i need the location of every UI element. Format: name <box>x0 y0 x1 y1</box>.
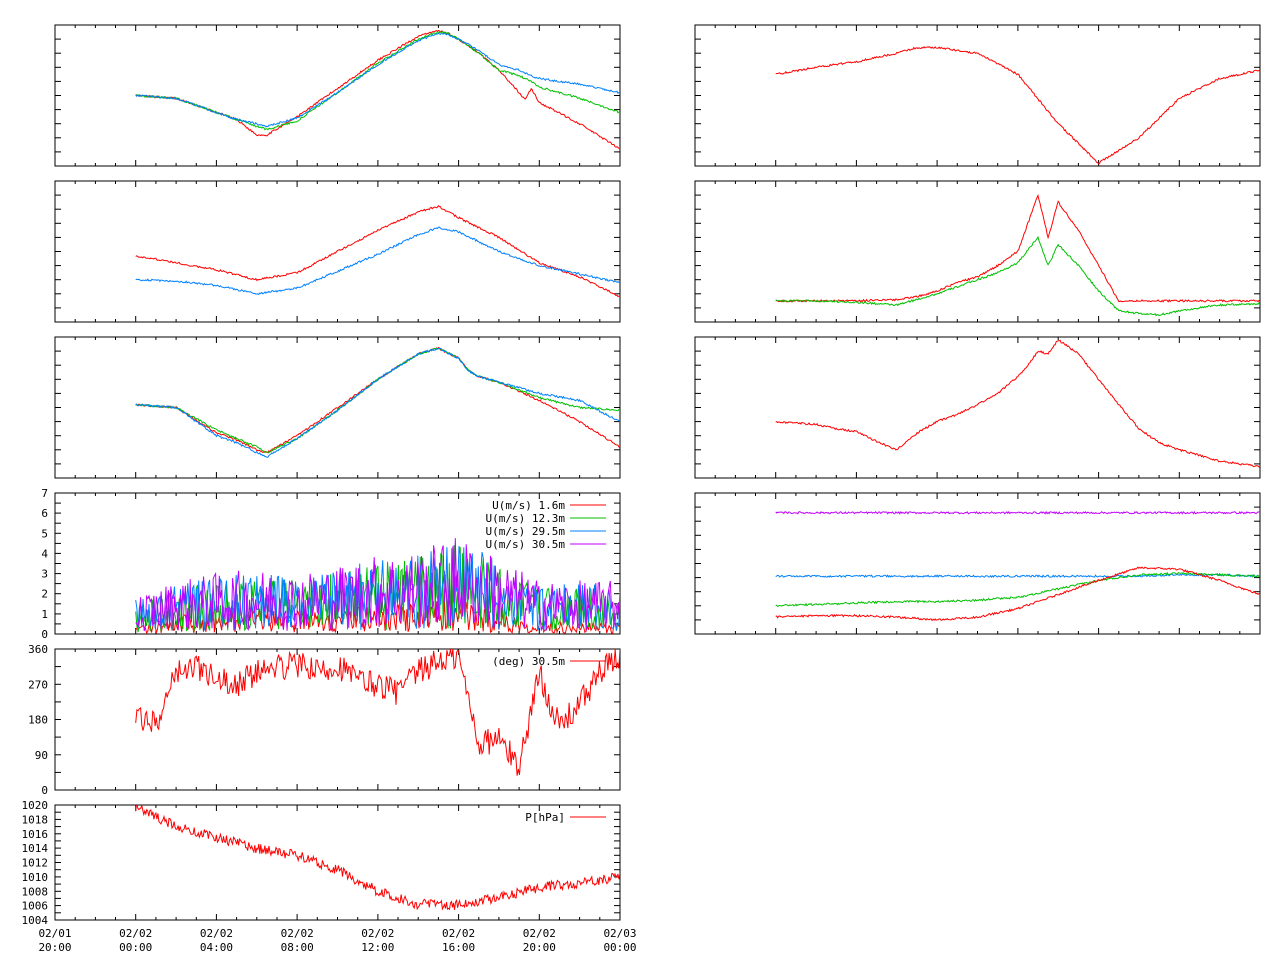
y-tick-label: 5 <box>41 527 48 540</box>
y-tick-label: 180 <box>28 714 48 727</box>
legend-label: U(m/s) 29.5m <box>486 525 566 538</box>
x-tick-label-date: 02/02 <box>281 927 314 940</box>
series-line-right-2-green <box>775 235 1260 317</box>
series-line-left-1-green <box>135 30 620 131</box>
series-line-right-2-red <box>775 193 1260 303</box>
series-line-left-6-red <box>135 805 620 911</box>
x-tick-label-date: 02/02 <box>200 927 233 940</box>
x-tick-label-time: 00:00 <box>603 941 636 954</box>
panel-frame-right-3 <box>694 336 1261 479</box>
series-line-right-4-green <box>775 571 1260 608</box>
x-tick-label-time: 16:00 <box>442 941 475 954</box>
y-tick-label: 270 <box>28 678 48 691</box>
series-line-left-1-blue <box>135 32 620 128</box>
panel-frame-left-3 <box>54 336 621 479</box>
x-tick-label-time: 20:00 <box>523 941 556 954</box>
series-line-left-2-red <box>135 204 620 298</box>
y-tick-label: 1020 <box>22 799 49 812</box>
panel-frame-left-2 <box>54 180 621 323</box>
legend-label: U(m/s) 30.5m <box>486 538 566 551</box>
x-tick-label-time: 12:00 <box>361 941 394 954</box>
y-tick-label: 4 <box>41 547 48 560</box>
y-tick-label: 1010 <box>22 871 49 884</box>
y-tick-label: 1018 <box>22 813 49 826</box>
x-tick-label-date: 02/01 <box>38 927 71 940</box>
y-tick-label: 1014 <box>22 842 49 855</box>
legend-label: U(m/s) 12.3m <box>486 512 566 525</box>
series-line-right-4-purple <box>775 510 1260 515</box>
panel-frame-right-4 <box>694 492 1261 635</box>
x-tick-label-time: 00:00 <box>119 941 152 954</box>
legend-label: (deg) 30.5m <box>492 655 565 668</box>
panel-frame-right-1 <box>694 24 1261 167</box>
legend-label: P[hPa] <box>525 811 565 824</box>
series-line-right-4-blue <box>775 572 1260 578</box>
y-tick-label: 1008 <box>22 885 49 898</box>
series-line-left-4-purple <box>135 538 620 632</box>
y-tick-label: 3 <box>41 568 48 581</box>
y-tick-label: 1016 <box>22 828 49 841</box>
legend-label: U(m/s) 1.6m <box>492 499 565 512</box>
x-tick-label-date: 02/02 <box>361 927 394 940</box>
series-line-left-3-blue <box>135 347 620 458</box>
series-line-right-1-red <box>775 46 1260 165</box>
y-tick-label: 6 <box>41 507 48 520</box>
y-tick-label: 1012 <box>22 857 49 870</box>
x-tick-label-time: 04:00 <box>200 941 233 954</box>
series-line-left-3-red <box>135 346 620 454</box>
y-tick-label: 1 <box>41 608 48 621</box>
series-line-right-3-red <box>775 339 1260 468</box>
x-tick-label-date: 02/02 <box>523 927 556 940</box>
y-tick-label: 0 <box>41 784 48 797</box>
y-tick-label: 0 <box>41 628 48 641</box>
x-tick-label-time: 08:00 <box>281 941 314 954</box>
y-tick-label: 2 <box>41 588 48 601</box>
series-line-left-2-blue <box>135 226 620 296</box>
y-tick-label: 1006 <box>22 900 49 913</box>
series-line-left-5-red <box>135 649 620 776</box>
series-line-right-4-red <box>775 566 1260 622</box>
y-tick-label: 7 <box>41 487 48 500</box>
x-tick-label-time: 20:00 <box>38 941 71 954</box>
series-line-left-1-red <box>135 29 620 149</box>
x-tick-label-date: 02/02 <box>442 927 475 940</box>
x-tick-label-date: 02/02 <box>119 927 152 940</box>
x-tick-label-date: 02/03 <box>603 927 636 940</box>
series-line-left-3-green <box>135 347 620 454</box>
y-tick-label: 360 <box>28 643 48 656</box>
y-tick-label: 1004 <box>22 914 49 927</box>
y-tick-label: 90 <box>35 749 48 762</box>
panel-frame-left-5 <box>54 648 621 791</box>
